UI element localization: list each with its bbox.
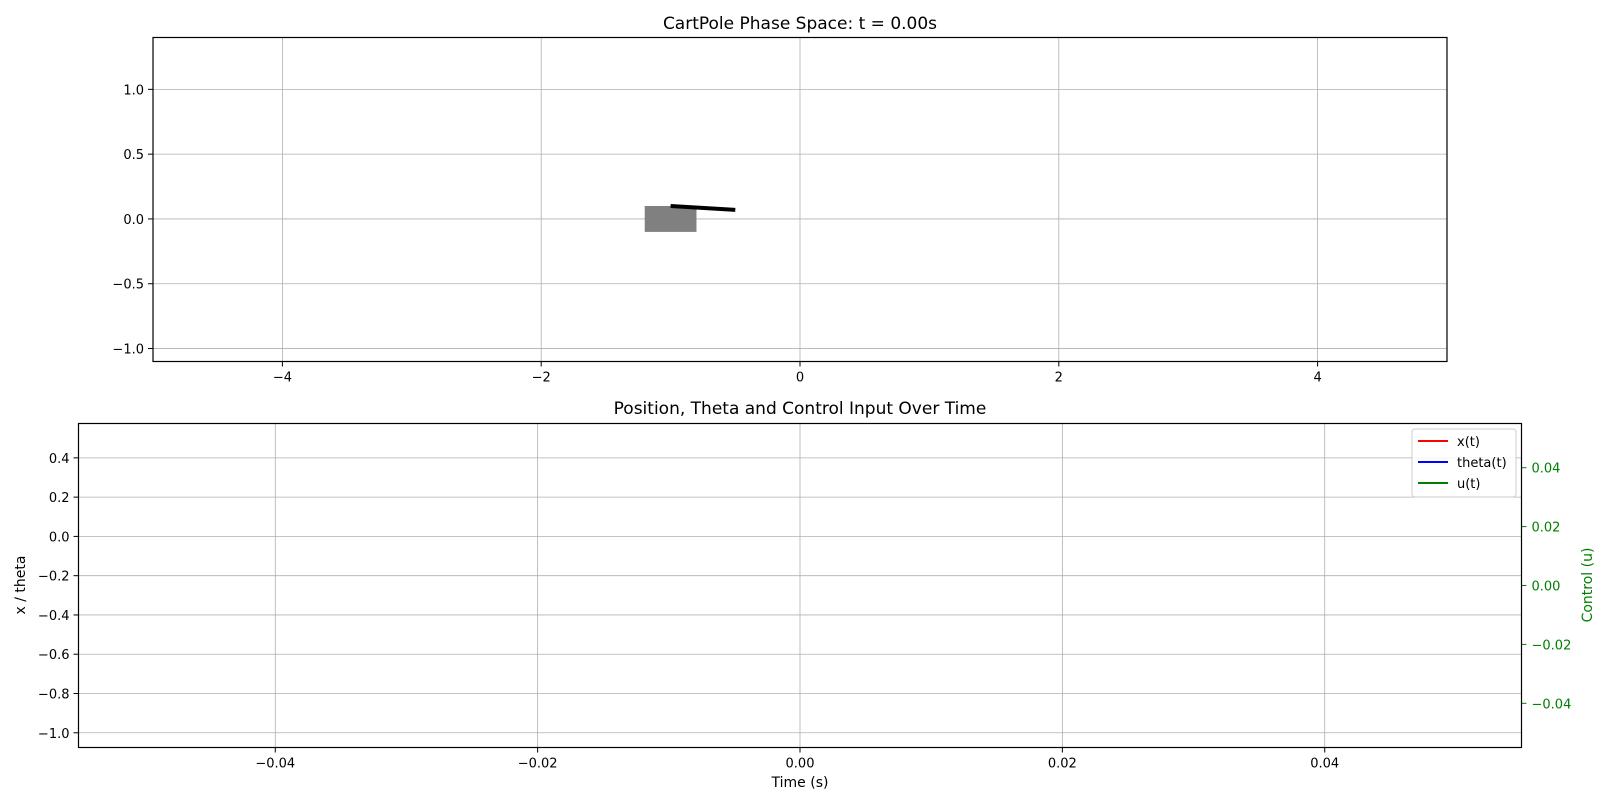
legend: x(t) theta(t) u(t) [1411,428,1517,498]
time-series-xtick-label: 0.00 [786,757,815,772]
phase-space-xtick-label: −2 [532,371,551,386]
time-series-frame [77,422,1523,749]
time-series-title: Position, Theta and Control Input Over T… [614,399,987,419]
legend-box [1411,428,1517,498]
time-series-y2tick-label: 0.04 [1532,462,1561,477]
time-series-chart: Position, Theta and Control Input Over T… [13,399,1596,791]
time-series-y2tick-label: −0.02 [1532,638,1572,653]
time-series-xtick-label: −0.04 [255,757,295,772]
phase-space-title: CartPole Phase Space: t = 0.00s [663,14,937,34]
phase-space-xtick-label: 0 [796,371,804,386]
time-series-ytick-label: −0.6 [38,648,70,663]
time-series-grid [78,423,1522,748]
legend-label: x(t) [1457,435,1480,450]
time-series-y2tick-label: −0.04 [1532,697,1572,712]
legend-label: u(t) [1457,477,1480,492]
phase-space-grid [153,37,1447,362]
time-series-ytick-label: −0.8 [38,688,70,703]
phase-space-xtick-label: 2 [1055,371,1063,386]
time-series-y2tick-label: 0.02 [1532,521,1561,536]
time-series-ticks: −0.04 −0.02 0.00 0.02 0.04 −1.0 −0.8 −0.6 −0.4 −0… [38,452,1339,772]
x-axis-label: Time (s) [771,775,829,791]
y-axis-label: x / theta [13,556,29,615]
time-series-xtick-label: −0.02 [518,757,558,772]
time-series-ytick-label: −0.2 [38,570,70,585]
phase-space-ticks: −4 −2 0 2 4 −1.0 −0.5 0.0 0.5 1.0 [112,83,1321,385]
phase-space-chart: CartPole Phase Space: t = 0.00s −4 −2 0 2 4−… [112,14,1448,386]
legend-label: theta(t) [1457,456,1507,471]
time-series-ytick-label: 0.2 [49,491,70,506]
cart-body [644,205,697,232]
phase-space-xtick-label: 4 [1313,371,1321,386]
time-series-right-ticks: −0.04 −0.02 0.00 0.02 0.04 [1521,462,1572,712]
phase-space-ytick-label: 0.0 [123,213,144,228]
time-series-ytick-label: −1.0 [38,727,70,742]
phase-space-ytick-label: −0.5 [112,278,144,293]
time-series-ytick-label: 0.4 [49,452,70,467]
time-series-ytick-label: −0.4 [38,609,70,624]
time-series-y2tick-label: 0.00 [1532,580,1561,595]
phase-space-marks [644,203,736,232]
phase-space-ytick-label: 0.5 [123,148,144,163]
phase-space-ytick-label: −1.0 [112,343,144,358]
phase-space-ytick-label: 1.0 [123,83,144,98]
time-series-ytick-label: 0.0 [49,530,70,545]
y2-axis-label: Control (u) [1580,548,1596,623]
pole [670,203,736,212]
time-series-xtick-label: 0.04 [1310,757,1339,772]
phase-space-xtick-label: −4 [273,371,292,386]
time-series-xtick-label: 0.02 [1048,757,1077,772]
phase-space-frame [152,36,1448,363]
